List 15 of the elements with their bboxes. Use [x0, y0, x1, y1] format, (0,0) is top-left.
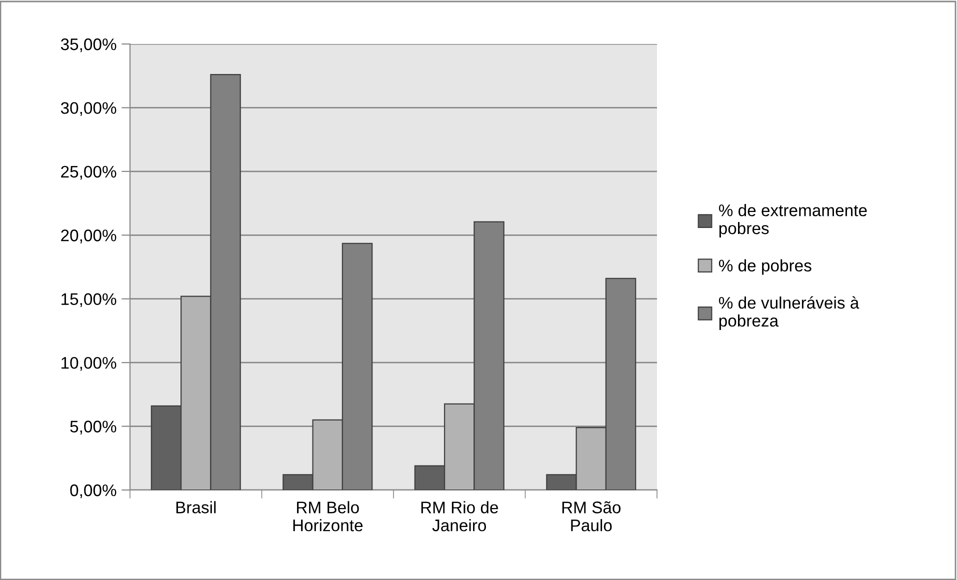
y-tick-label: 35,00% — [60, 38, 116, 52]
legend-label: % de pobres — [718, 259, 812, 275]
x-tick-label: RM Belo Horizonte — [293, 501, 363, 532]
y-tick-label: 25,00% — [61, 166, 116, 180]
y-tick-label: 30,00% — [60, 102, 116, 116]
x-tick-label: RM São Paulo — [562, 501, 621, 532]
y-tick-label: 10,00% — [62, 356, 116, 371]
y-tick-label: 15,00% — [62, 293, 116, 308]
legend-label: % de vulneráveis à pobreza — [718, 296, 860, 330]
y-tick-label: 20,00% — [61, 230, 116, 244]
y-tick-label: 0,00% — [70, 484, 116, 498]
x-tick-label: RM Rio de Janeiro — [421, 501, 498, 532]
legend-label: % de extremamente pobres — [718, 204, 867, 238]
x-tick-label: Brasil — [176, 501, 216, 514]
y-tick-label: 5,00% — [70, 420, 116, 434]
